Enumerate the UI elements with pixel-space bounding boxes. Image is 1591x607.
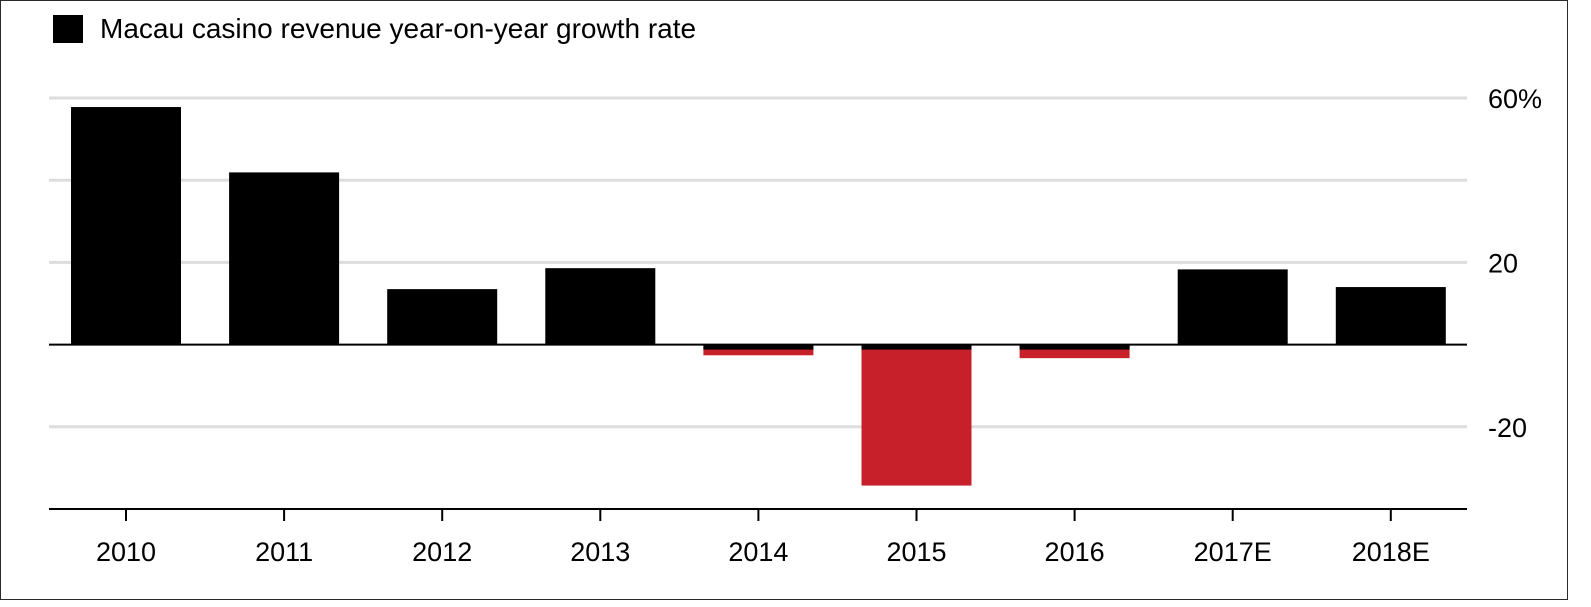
axes xyxy=(49,343,1467,521)
bar-2011 xyxy=(229,172,340,345)
legend-swatch xyxy=(53,15,83,43)
bar-2010 xyxy=(71,107,181,345)
bar-2018E xyxy=(1335,287,1446,345)
y-tick-label-neg20: -20 xyxy=(1488,413,1527,443)
x-tick-label-2016: 2016 xyxy=(1045,537,1105,567)
bar-2013 xyxy=(545,268,656,345)
bar-cap-2015 xyxy=(861,344,972,350)
x-tick-label-2014: 2014 xyxy=(728,537,788,567)
x-tick-label-2015: 2015 xyxy=(886,537,946,567)
bar-2012 xyxy=(387,289,498,345)
y-tick-label-20: 20 xyxy=(1488,248,1518,278)
bar-2014 xyxy=(703,344,814,356)
bars xyxy=(71,107,1446,486)
x-tick-label-2010: 2010 xyxy=(96,537,156,567)
bar-2015 xyxy=(861,344,972,486)
x-tick-label-2013: 2013 xyxy=(570,537,630,567)
bar-2017E xyxy=(1177,269,1288,345)
bar-cap-2014 xyxy=(703,344,814,350)
y-tick-label-60: 60% xyxy=(1488,84,1542,114)
x-tick-label-2018E: 2018E xyxy=(1352,537,1430,567)
tick-labels: 2010 2011 2012 2013 2014 2015 2016 2017E 2018E 60… xyxy=(96,84,1542,567)
chart-legend: Macau casino revenue year-on-year growth… xyxy=(53,13,696,45)
bar-chart: 2010 2011 2012 2013 2014 2015 2016 2017E 2018E 60… xyxy=(49,84,1542,567)
chart-frame: Macau casino revenue year-on-year growth… xyxy=(0,0,1568,600)
x-tick-label-2012: 2012 xyxy=(412,537,472,567)
bar-cap-2016 xyxy=(1019,344,1130,350)
x-tick-label-2011: 2011 xyxy=(255,537,313,567)
gridlines xyxy=(49,96,1467,429)
legend-label: Macau casino revenue year-on-year growth… xyxy=(100,13,697,44)
x-tick-label-2017E: 2017E xyxy=(1194,537,1272,567)
